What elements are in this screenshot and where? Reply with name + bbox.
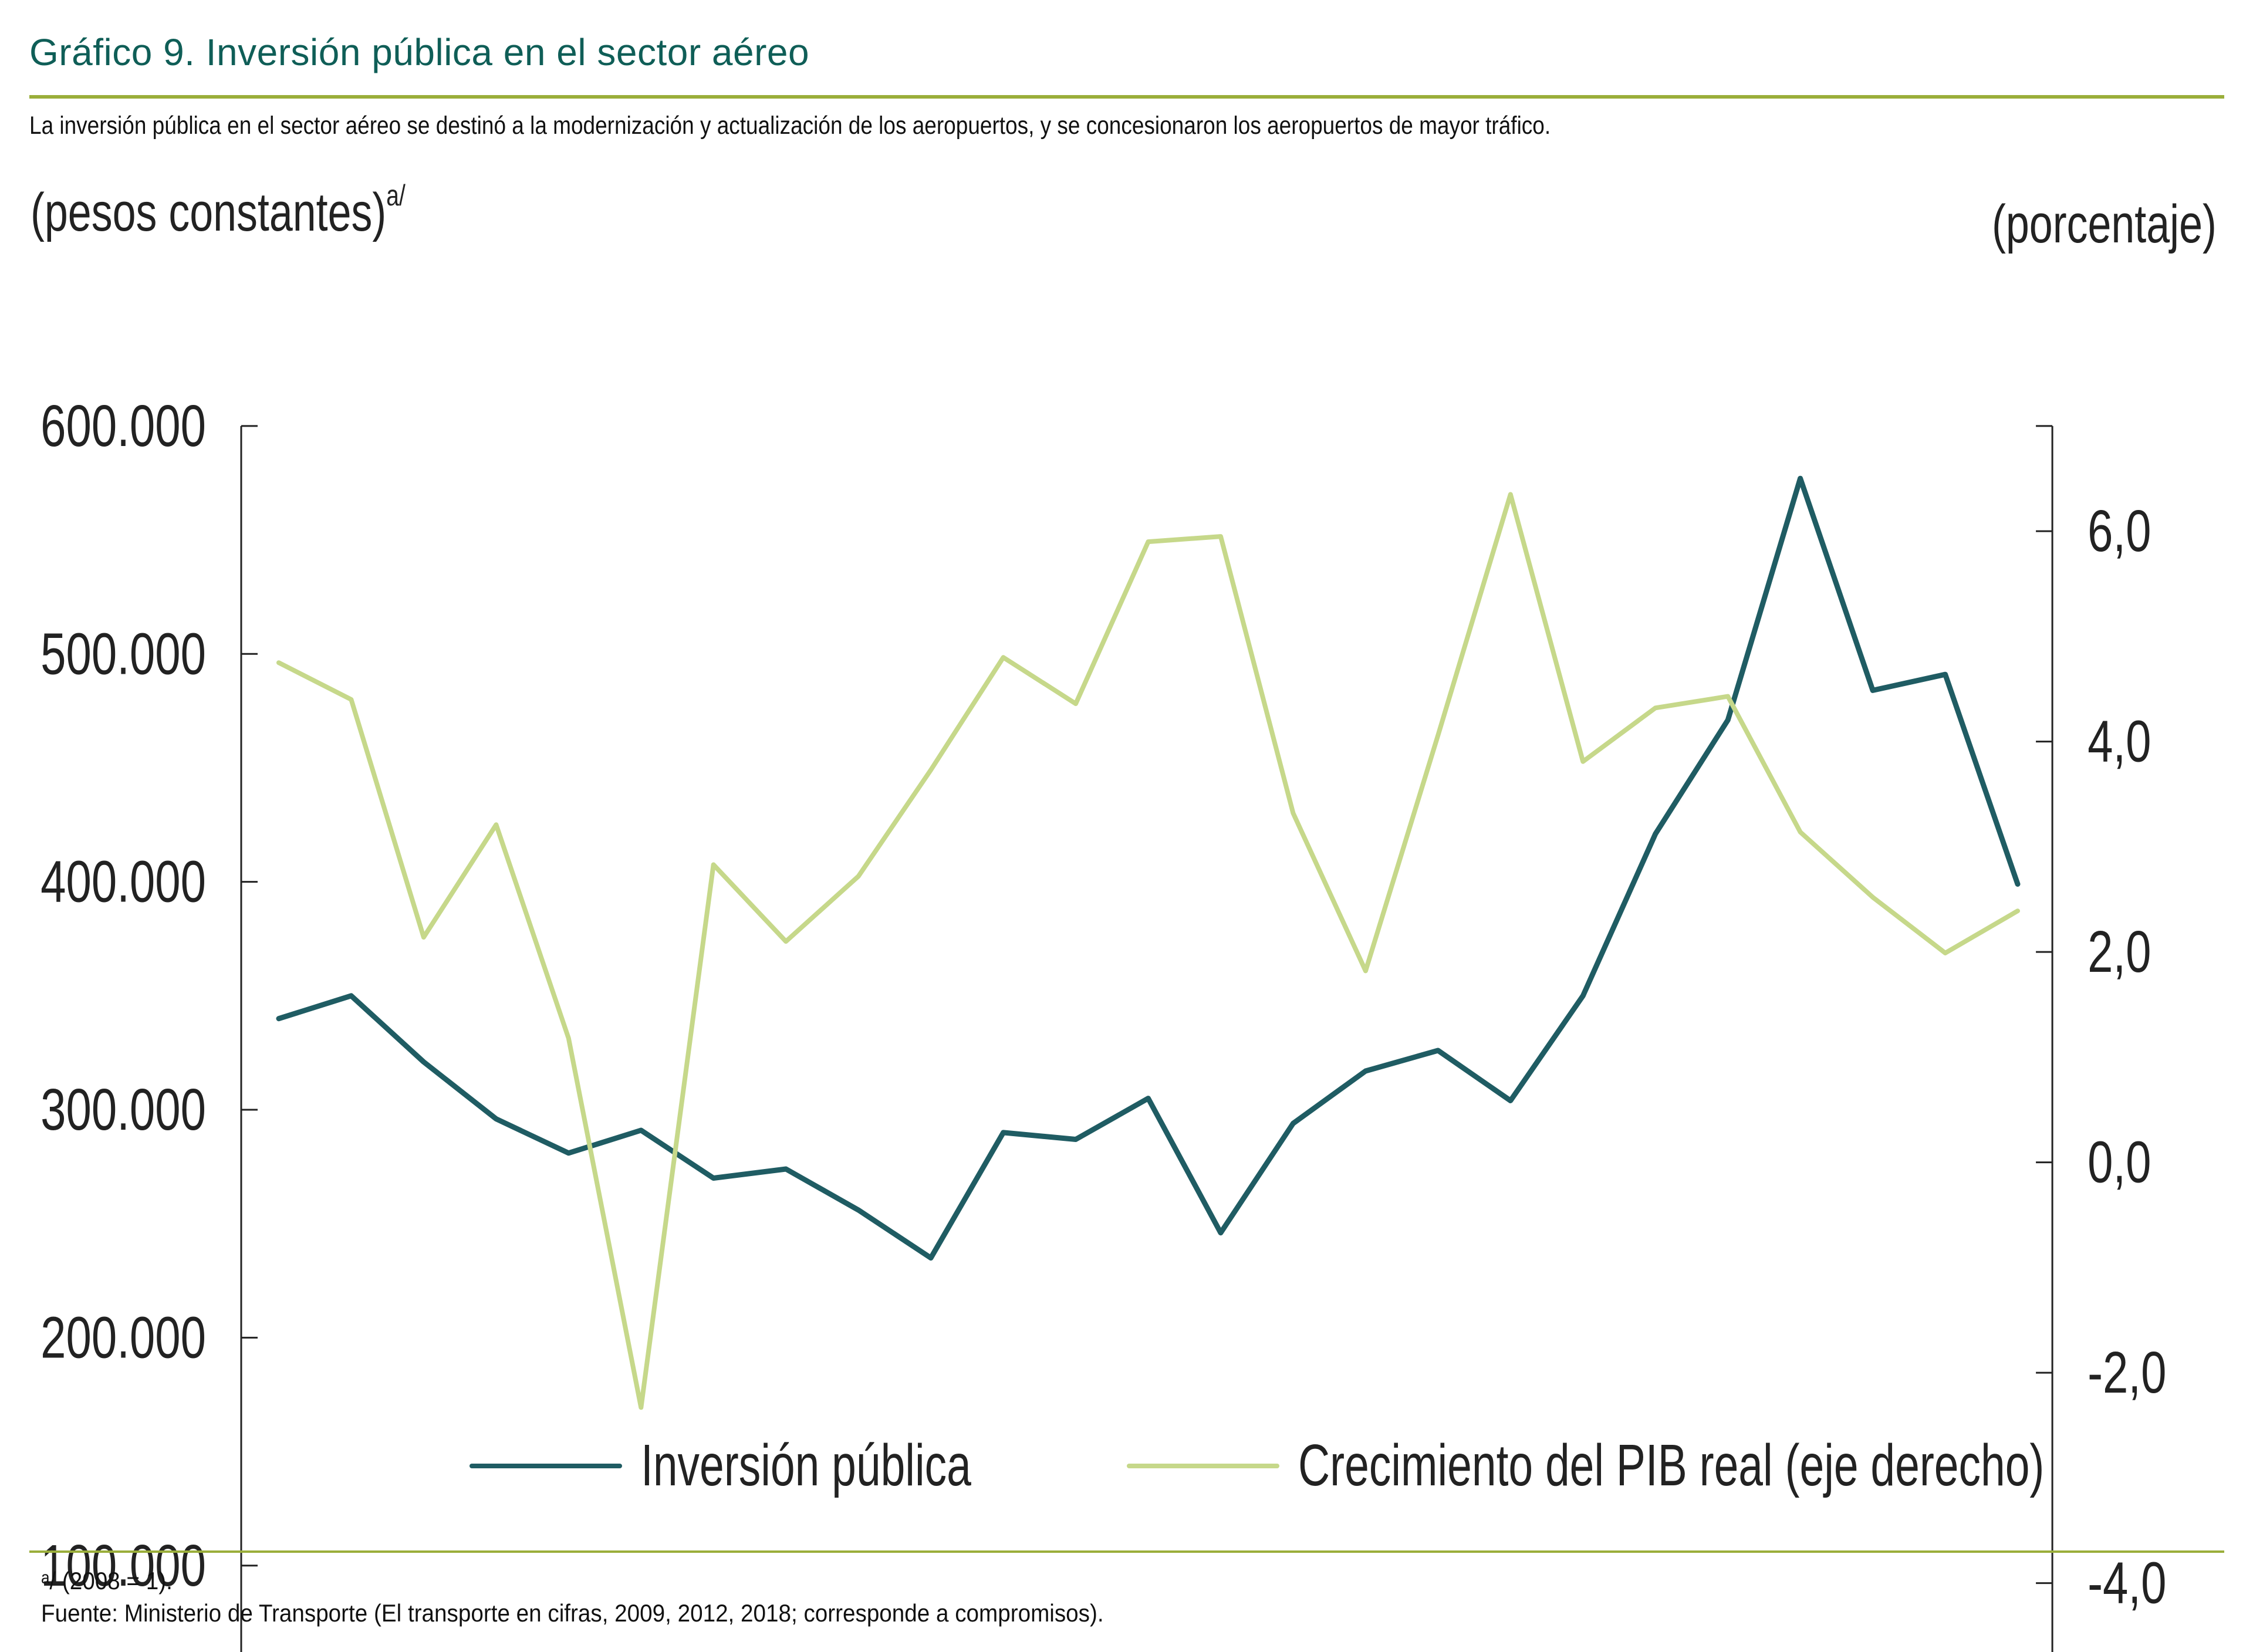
left-axis-tick-label: 400.000 — [40, 849, 206, 915]
left-axis-tick-label: 300.000 — [40, 1077, 206, 1143]
right-axis-tick-label: 2,0 — [2088, 920, 2151, 985]
series-group — [276, 475, 2021, 1410]
series-line-investment — [276, 475, 2021, 1261]
legend: Inversión pública Crecimiento del PIB re… — [0, 1432, 2253, 1508]
legend-item-investment: Inversión pública — [469, 1432, 1081, 1499]
footer-divider — [29, 1550, 2224, 1553]
legend-swatch-gdp — [1127, 1463, 1279, 1468]
left-axis-label-text: (pesos constantes) — [31, 183, 387, 242]
right-axis-label: (porcentaje) — [1992, 194, 2217, 254]
right-axis-tick-label: -2,0 — [2088, 1340, 2166, 1406]
title-divider — [29, 95, 2224, 99]
right-axis-tick-label: 6,0 — [2088, 499, 2151, 565]
left-axis-tick-label: 100.000 — [40, 1533, 206, 1599]
right-axis-tick-label: -4,0 — [2088, 1550, 2166, 1616]
left-axis-tick-label: 600.000 — [40, 394, 206, 460]
footnote: ᵃ/ (2008 = 1). — [41, 1567, 173, 1594]
chart-title: Gráfico 9. Inversión pública en el secto… — [29, 31, 810, 73]
right-axis-tick-label: 0,0 — [2088, 1130, 2151, 1195]
axes-group: 0100.000200.000300.000400.000500.000600.… — [40, 394, 2166, 1652]
legend-label-gdp: Crecimiento del PIB real (eje derecho) — [1298, 1433, 2045, 1498]
source-note: Fuente: Ministerio de Transporte (El tra… — [41, 1599, 1104, 1627]
left-axis-label: (pesos constantes)a/ — [31, 179, 406, 244]
left-axis-tick-label: 500.000 — [40, 621, 206, 687]
chart-subtitle: La inversión pública en el sector aéreo … — [29, 112, 1551, 140]
legend-swatch-investment — [469, 1463, 622, 1468]
left-axis-footnote-marker: a/ — [386, 179, 406, 212]
legend-label-investment: Inversión pública — [641, 1433, 971, 1498]
left-axis-tick-label: 200.000 — [40, 1305, 206, 1371]
right-axis-tick-label: 4,0 — [2088, 709, 2151, 775]
legend-item-gdp: Crecimiento del PIB real (eje derecho) — [1127, 1432, 2253, 1499]
